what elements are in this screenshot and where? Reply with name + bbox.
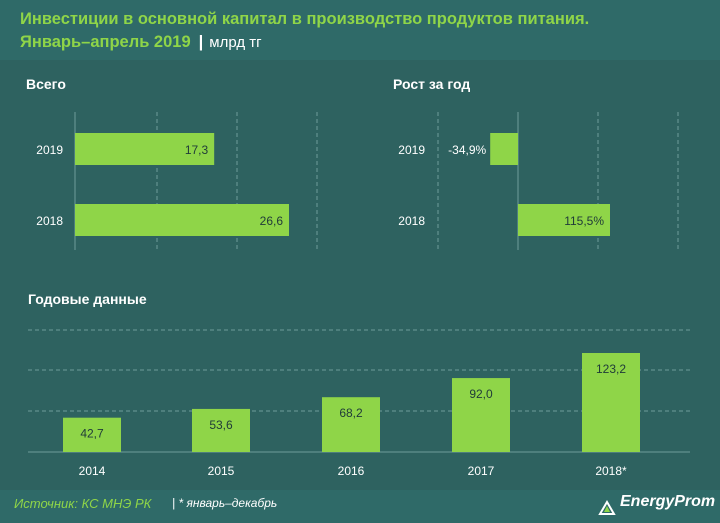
data-label: -34,9% bbox=[448, 143, 486, 157]
chart-subtitle: Январь–апрель 2019 | млрд тг bbox=[20, 33, 262, 52]
category-label: 2019 bbox=[398, 143, 425, 157]
bar bbox=[192, 408, 250, 452]
bar bbox=[490, 133, 518, 165]
header-band bbox=[0, 0, 720, 60]
data-label: 53,6 bbox=[209, 418, 233, 432]
panel-title-growth: Рост за год bbox=[393, 76, 471, 92]
category-label: 2015 bbox=[208, 464, 235, 478]
category-label: 2014 bbox=[79, 464, 106, 478]
energyprom-logo-icon bbox=[598, 500, 616, 515]
panel-title-annual: Годовые данные bbox=[28, 291, 147, 307]
bar bbox=[322, 397, 380, 452]
unit-label: млрд тг bbox=[209, 34, 262, 51]
category-label: 2016 bbox=[338, 464, 365, 478]
data-label: 123,2 bbox=[596, 362, 626, 376]
footer-band bbox=[0, 490, 720, 523]
data-label: 17,3 bbox=[185, 143, 209, 157]
data-label: 92,0 bbox=[469, 387, 493, 401]
category-label: 2018* bbox=[595, 464, 627, 478]
charts-canvas: 17,3 2019 26,6 2018 -34,9% 2019 115,5% 2018 42,7… bbox=[28, 112, 690, 478]
bar bbox=[75, 204, 289, 236]
bar bbox=[75, 133, 215, 165]
data-label: 42,7 bbox=[80, 427, 104, 441]
footnote-label: | * январь–декабрь bbox=[172, 496, 278, 510]
data-label: 68,2 bbox=[339, 406, 363, 420]
bar bbox=[582, 353, 640, 452]
title-separator: | bbox=[198, 33, 204, 51]
category-label: 2018 bbox=[36, 214, 63, 228]
chart-title: Инвестиции в основной капитал в производ… bbox=[20, 10, 590, 28]
category-label: 2018 bbox=[398, 214, 425, 228]
category-label: 2017 bbox=[468, 464, 495, 478]
logo-text: EnergyProm bbox=[620, 493, 716, 510]
source-label: Источник: КС МНЭ РК bbox=[14, 496, 152, 511]
bar bbox=[452, 378, 510, 452]
data-label: 115,5% bbox=[564, 214, 604, 228]
category-label: 2019 bbox=[36, 143, 63, 157]
bar bbox=[63, 417, 121, 452]
panel-title-total: Всего bbox=[26, 76, 66, 92]
period-label: Январь–апрель 2019 bbox=[20, 33, 191, 51]
bar bbox=[518, 204, 610, 236]
data-label: 26,6 bbox=[260, 214, 284, 228]
